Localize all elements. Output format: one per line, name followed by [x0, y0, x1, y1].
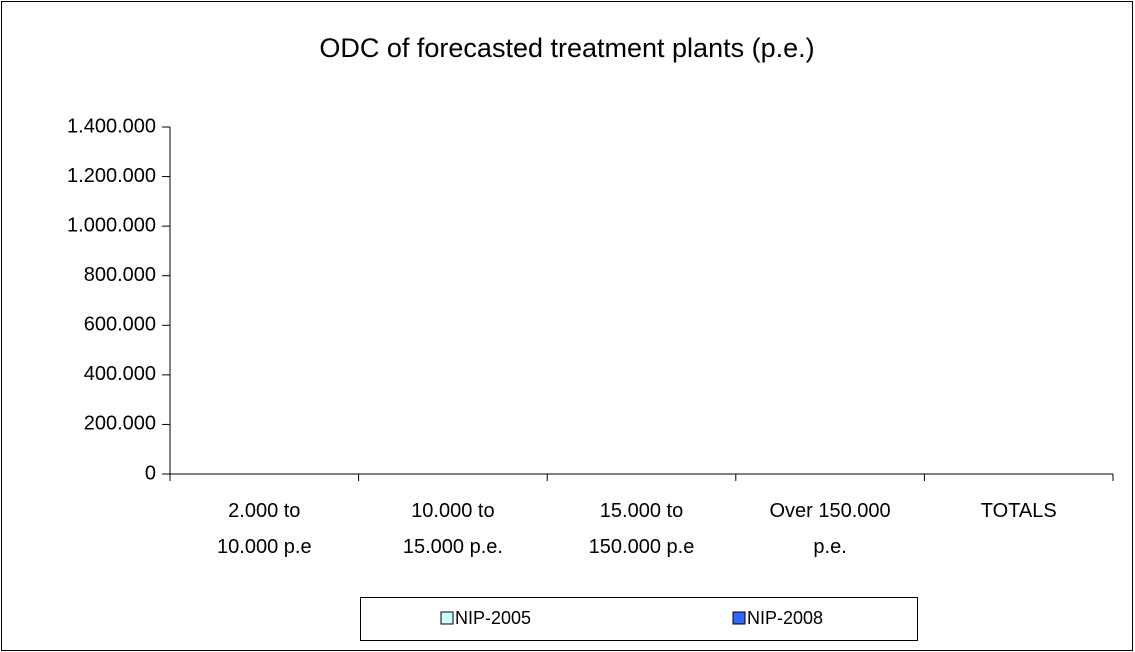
x-tick-label: TOTALS [981, 500, 1057, 522]
legend-swatch [440, 611, 454, 625]
y-tick-label: 800.000 [84, 264, 156, 286]
x-tick-label: 15.000 to 150.000 p.e [589, 500, 695, 558]
x-tick-label: 10.000 to 15.000 p.e. [403, 500, 503, 558]
y-tick-label: 200.000 [84, 413, 156, 435]
y-tick-label: 1.200.000 [67, 165, 156, 187]
y-tick-label: 1.400.000 [67, 115, 156, 137]
x-tick-label-line: 2.000 to [228, 500, 300, 522]
y-tick-label: 0 [145, 462, 156, 484]
x-tick-label-line: 15.000 p.e. [403, 536, 503, 558]
x-tick-label-line: TOTALS [981, 500, 1057, 522]
chart-title: ODC of forecasted treatment plants (p.e.… [319, 33, 814, 63]
x-tick-label: 2.000 to 10.000 p.e [217, 500, 312, 558]
x-tick-label-line: 150.000 p.e [589, 536, 695, 558]
x-tick-label-line: 10.000 to [411, 500, 494, 522]
x-tick-label-line: p.e. [813, 536, 846, 558]
x-tick-label-line: 10.000 p.e [217, 536, 312, 558]
legend-label: NIP-2008 [747, 608, 823, 628]
x-tick-label-line: 15.000 to [600, 500, 683, 522]
y-tick-label: 600.000 [84, 314, 156, 336]
y-tick-label: 400.000 [84, 363, 156, 385]
x-tick-label-line: Over 150.000 [769, 500, 890, 522]
y-tick-label: 1.000.000 [67, 214, 156, 236]
x-tick-label: Over 150.000 p.e. [769, 500, 890, 558]
legend-label: NIP-2005 [455, 608, 531, 628]
legend-swatch [732, 611, 746, 625]
